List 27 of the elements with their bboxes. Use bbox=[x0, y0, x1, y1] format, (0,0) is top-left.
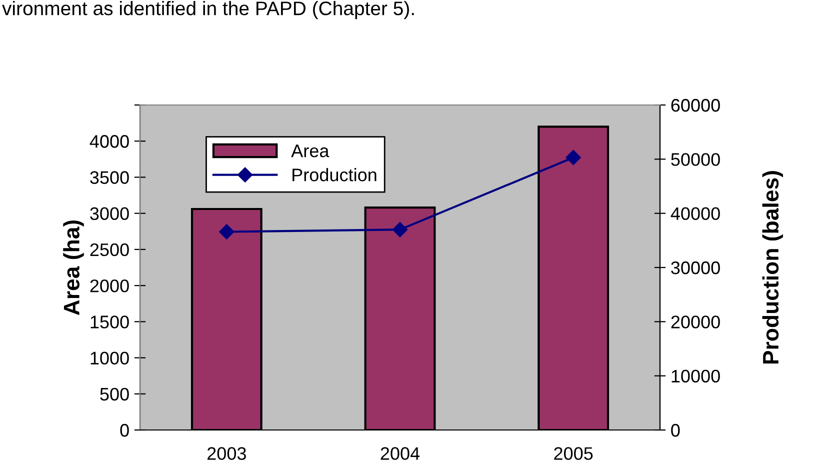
y-tick-label: 4000 bbox=[90, 135, 129, 148]
y-tick-label: 2000 bbox=[90, 279, 129, 292]
y-tick-label: 500 bbox=[100, 388, 129, 401]
point bbox=[392, 222, 408, 238]
y2-axis-title: Production (bales) bbox=[762, 171, 783, 364]
y-tick-label: 3500 bbox=[90, 171, 129, 184]
y2-tick-label: 60000 bbox=[671, 98, 720, 112]
y-tick-label: 1500 bbox=[90, 316, 129, 328]
y-tick-label: 2500 bbox=[90, 243, 129, 256]
x-tick-label: 2005 bbox=[554, 447, 593, 460]
point bbox=[566, 150, 581, 166]
y2-tick-label: 0 bbox=[671, 424, 680, 437]
x-tick-label: 2004 bbox=[380, 447, 420, 460]
y2-tick-label: 40000 bbox=[670, 207, 720, 220]
text: vironment as identified in the PAPD (Chapter 5). bbox=[2, 1, 414, 20]
y2-tick-label: 30000 bbox=[671, 261, 720, 274]
legend-label: Area bbox=[291, 144, 330, 158]
legend-label: Production bbox=[292, 168, 376, 182]
y-tick-label: 3000 bbox=[90, 207, 129, 220]
point bbox=[219, 224, 234, 240]
y-tick-label: 1000 bbox=[90, 352, 129, 364]
x-tick-label: 2003 bbox=[207, 447, 246, 460]
y2-tick-label: 50000 bbox=[671, 153, 720, 166]
y-tick-label: 0 bbox=[120, 424, 129, 437]
y2-tick-label: 10000 bbox=[672, 370, 720, 383]
y-axis-title: Area (ha) bbox=[63, 220, 84, 316]
y2-tick-label: 20000 bbox=[671, 316, 720, 328]
